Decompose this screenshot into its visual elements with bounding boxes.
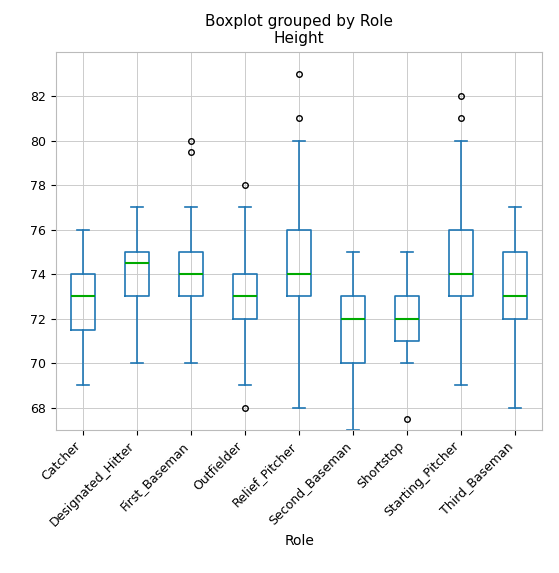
Title: Boxplot grouped by Role
Height: Boxplot grouped by Role Height [205,14,393,46]
X-axis label: Role: Role [284,535,314,548]
